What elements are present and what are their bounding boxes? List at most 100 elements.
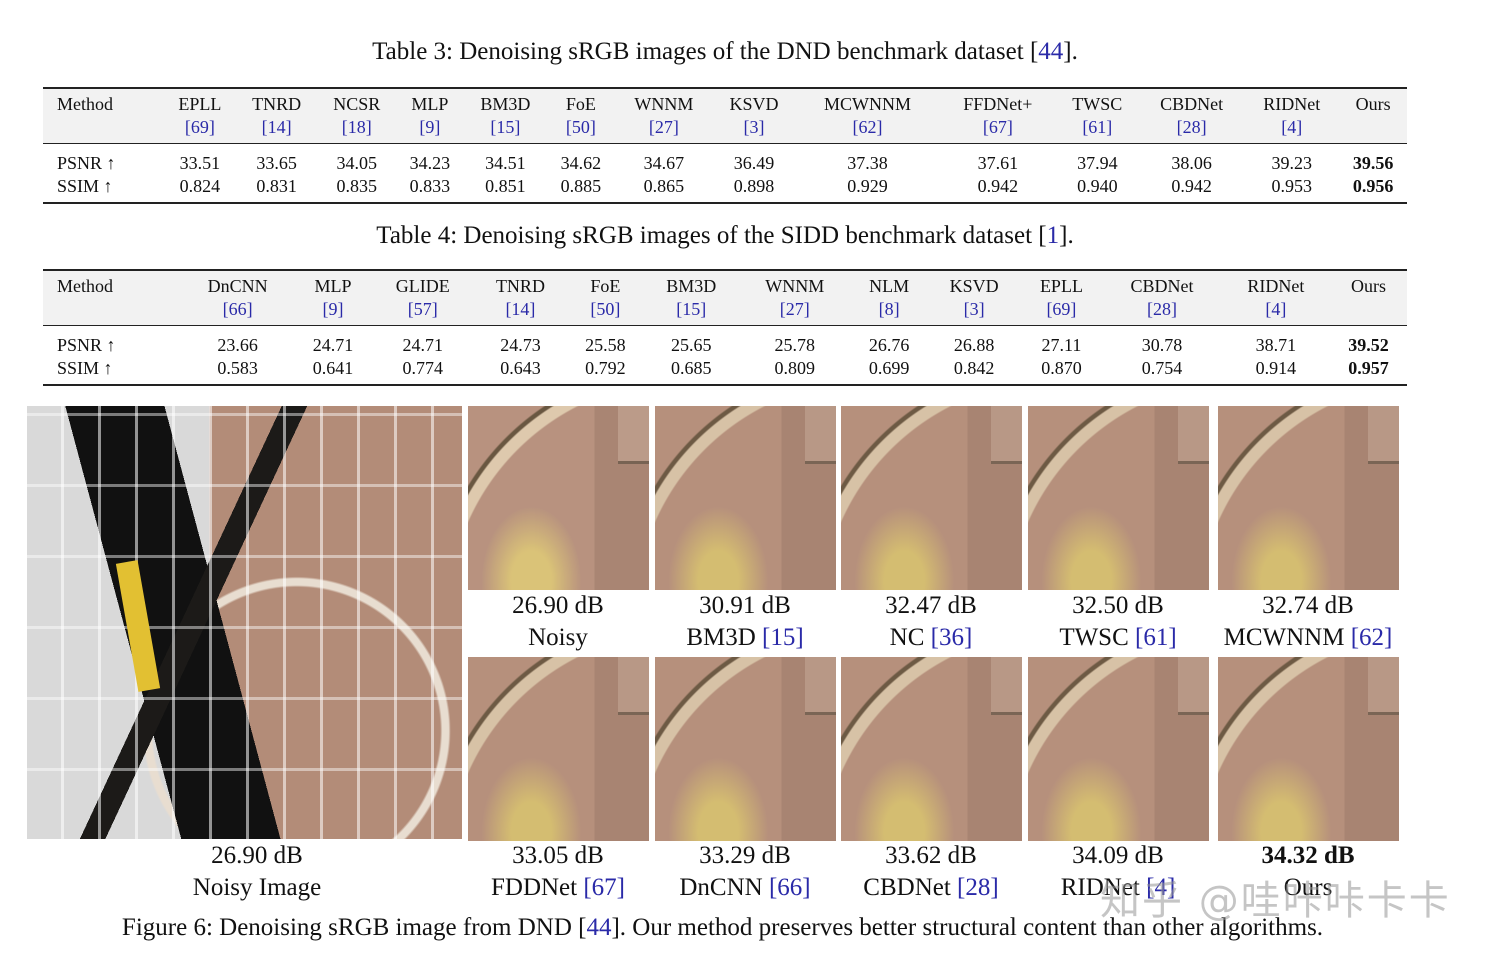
method-name: FoE [547,88,615,116]
crop-image [1028,406,1209,590]
crop-method: FDDNet [67] [490,874,625,901]
table3: Method EPLL TNRD NCSR MLP BM3D FoE WNNM KSVD MCWN… [43,87,1407,204]
method-ref-link[interactable]: [66] [180,298,295,326]
metric-value: 26.88 [953,335,995,355]
method-ref-link[interactable]: [27] [738,298,851,326]
method-name: TNRD [473,270,567,298]
metric-value: 0.851 [485,176,526,196]
metric-value: 27.11 [1041,335,1082,355]
metric-value: 0.942 [1171,176,1212,196]
method-name: WNNM [614,88,714,116]
crop-image [655,406,836,590]
method-ref-link[interactable]: [67] [940,116,1056,144]
method-name: BM3D [643,270,739,298]
method-name: EPLL [164,88,236,116]
big-psnr: 26.90 dB [211,842,303,869]
crop-psnr: 26.90 dB [512,592,604,619]
metric-value: 0.833 [409,176,451,196]
metric-value: 0.583 [217,358,258,378]
method-ref-link[interactable]: [50] [547,116,615,144]
method-ref-link[interactable]: [15] [463,116,548,144]
method-name: FFDNet+ [940,88,1056,116]
crop-ref-link[interactable]: [15] [762,624,804,651]
table4-caption-ref[interactable]: 1 [1046,222,1060,249]
crop-psnr: 32.50 dB [1072,592,1164,619]
method-ref-link[interactable]: [57] [371,298,474,326]
crop-ref-link[interactable]: [28] [957,874,999,901]
method-ref-link[interactable] [1339,116,1407,144]
method-ref-link[interactable]: [9] [294,298,372,326]
metric-value: 34.62 [560,153,602,173]
method-ref-link[interactable]: [28] [1139,116,1245,144]
method-ref-link[interactable]: [27] [614,116,714,144]
crop-psnr: 33.05 dB [512,842,604,869]
metric-value: 33.51 [179,153,221,173]
method-ref-link[interactable]: [28] [1102,298,1222,326]
method-ref-link[interactable]: [3] [927,298,1021,326]
crop-method: Noisy [528,624,588,651]
method-ref-link[interactable]: [69] [1020,298,1103,326]
method-name: DnCNN [180,270,295,298]
metric-value: 0.865 [643,176,685,196]
metric-value: 0.809 [774,358,815,378]
metric-value: 0.898 [733,176,775,196]
crop-method: MCWNNM [62] [1223,624,1393,651]
metric-value: 0.824 [179,176,221,196]
method-ref-link[interactable]: [8] [850,298,928,326]
method-name: FoE [566,270,644,298]
method-name: Ours [1339,88,1407,116]
method-name: WNNM [738,270,851,298]
crop-method: NC [36] [889,624,973,651]
method-ref-link[interactable]: [4] [1221,298,1331,326]
psnr-label: PSNR ↑ [57,335,116,355]
crop-method: RIDNet [4] [1060,874,1176,901]
metric-value: 0.754 [1141,358,1183,378]
crop-image [655,657,836,841]
crop-psnr: 34.32 dB [1261,842,1355,869]
metric-value: 0.940 [1077,176,1118,196]
crop-ref-link[interactable]: [67] [583,874,625,901]
metric-value: 0.792 [585,358,626,378]
psnr-label: PSNR ↑ [57,153,116,173]
figure6-caption-ref[interactable]: 44 [586,914,612,941]
metric-value: 0.641 [312,358,354,378]
metric-value: 0.685 [671,358,712,378]
method-name: CBDNet [1139,88,1245,116]
method-ref-link[interactable]: [61] [1055,116,1140,144]
method-ref-link[interactable]: [15] [643,298,739,326]
method-ref-link[interactable]: [3] [713,116,795,144]
method-ref-link[interactable]: [14] [235,116,318,144]
ssim-label: SSIM ↑ [57,358,113,378]
crop-ref-link[interactable]: [62] [1350,624,1393,651]
metric-value: 33.65 [256,153,297,173]
crop-ref-link[interactable]: [4] [1146,874,1176,901]
crop-method: Ours [1283,874,1333,901]
metric-value: 26.76 [868,335,910,355]
method-name: GLIDE [371,270,474,298]
crop-ref-link[interactable]: [36] [930,624,973,651]
table3-caption-ref[interactable]: 44 [1038,38,1064,65]
crop-psnr: 30.91 dB [699,592,791,619]
crop-ref-link[interactable]: [61] [1135,624,1177,651]
method-ref-link[interactable]: [69] [164,116,236,144]
metric-value: 39.23 [1271,153,1313,173]
method-ref-link[interactable]: [9] [396,116,464,144]
method-name: MCWNNM [794,88,941,116]
metric-value: 0.953 [1271,176,1313,196]
method-ref-link[interactable]: [4] [1244,116,1340,144]
method-ref-link[interactable]: [62] [794,116,941,144]
table3-caption: Table 3: Denoising sRGB images of the DN… [372,38,1078,65]
method-ref-link[interactable] [1330,298,1407,326]
method-name: MLP [294,270,372,298]
metric-value: 24.73 [500,335,541,355]
crop-psnr: 32.47 dB [885,592,977,619]
crop-image [1218,657,1399,841]
method-ref-link[interactable]: [14] [473,298,567,326]
metric-value: 24.71 [312,335,354,355]
metric-value: 37.61 [977,153,1019,173]
method-ref-link[interactable]: [18] [317,116,397,144]
metric-value: 0.929 [847,176,888,196]
method-ref-link[interactable]: [50] [566,298,644,326]
method-name: MLP [396,88,464,116]
crop-ref-link[interactable]: [66] [768,874,811,901]
